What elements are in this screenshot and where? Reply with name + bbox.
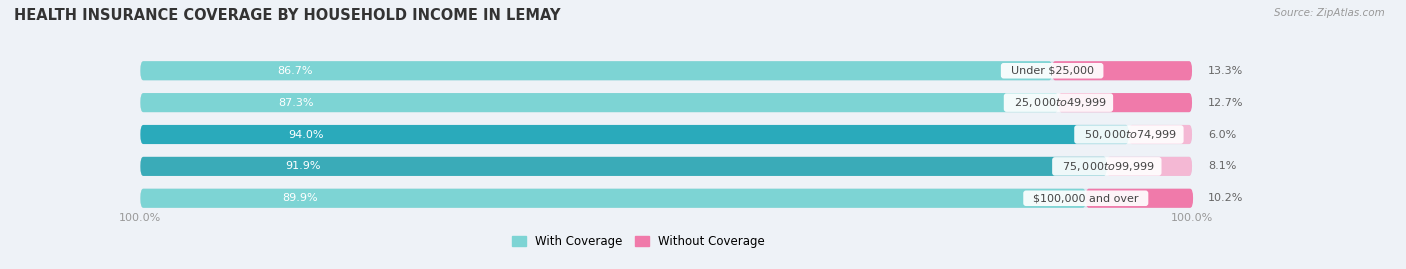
- Text: 100.0%: 100.0%: [120, 213, 162, 223]
- Text: 86.7%: 86.7%: [277, 66, 312, 76]
- Text: 10.2%: 10.2%: [1208, 193, 1243, 203]
- Text: 91.9%: 91.9%: [285, 161, 321, 171]
- Text: $50,000 to $74,999: $50,000 to $74,999: [1077, 128, 1181, 141]
- FancyBboxPatch shape: [1059, 93, 1192, 112]
- Text: 8.1%: 8.1%: [1208, 161, 1236, 171]
- Text: $100,000 and over: $100,000 and over: [1026, 193, 1146, 203]
- FancyBboxPatch shape: [141, 189, 1192, 208]
- FancyBboxPatch shape: [141, 61, 1192, 80]
- FancyBboxPatch shape: [141, 93, 1059, 112]
- FancyBboxPatch shape: [141, 157, 1107, 176]
- FancyBboxPatch shape: [1107, 157, 1192, 176]
- FancyBboxPatch shape: [141, 125, 1192, 144]
- FancyBboxPatch shape: [141, 125, 1129, 144]
- Text: 12.7%: 12.7%: [1208, 98, 1243, 108]
- FancyBboxPatch shape: [1052, 61, 1192, 80]
- Text: 13.3%: 13.3%: [1208, 66, 1243, 76]
- Text: Under $25,000: Under $25,000: [1004, 66, 1101, 76]
- Text: 87.3%: 87.3%: [278, 98, 314, 108]
- Text: $25,000 to $49,999: $25,000 to $49,999: [1007, 96, 1111, 109]
- FancyBboxPatch shape: [1085, 189, 1194, 208]
- FancyBboxPatch shape: [141, 157, 1192, 176]
- Text: 100.0%: 100.0%: [1171, 213, 1213, 223]
- Text: HEALTH INSURANCE COVERAGE BY HOUSEHOLD INCOME IN LEMAY: HEALTH INSURANCE COVERAGE BY HOUSEHOLD I…: [14, 8, 561, 23]
- Text: $75,000 to $99,999: $75,000 to $99,999: [1054, 160, 1159, 173]
- Text: 6.0%: 6.0%: [1208, 129, 1236, 140]
- Text: Source: ZipAtlas.com: Source: ZipAtlas.com: [1274, 8, 1385, 18]
- FancyBboxPatch shape: [1129, 125, 1192, 144]
- FancyBboxPatch shape: [141, 61, 1052, 80]
- FancyBboxPatch shape: [141, 93, 1192, 112]
- Text: 89.9%: 89.9%: [283, 193, 318, 203]
- FancyBboxPatch shape: [141, 189, 1085, 208]
- Legend: With Coverage, Without Coverage: With Coverage, Without Coverage: [508, 230, 769, 253]
- Text: 94.0%: 94.0%: [288, 129, 325, 140]
